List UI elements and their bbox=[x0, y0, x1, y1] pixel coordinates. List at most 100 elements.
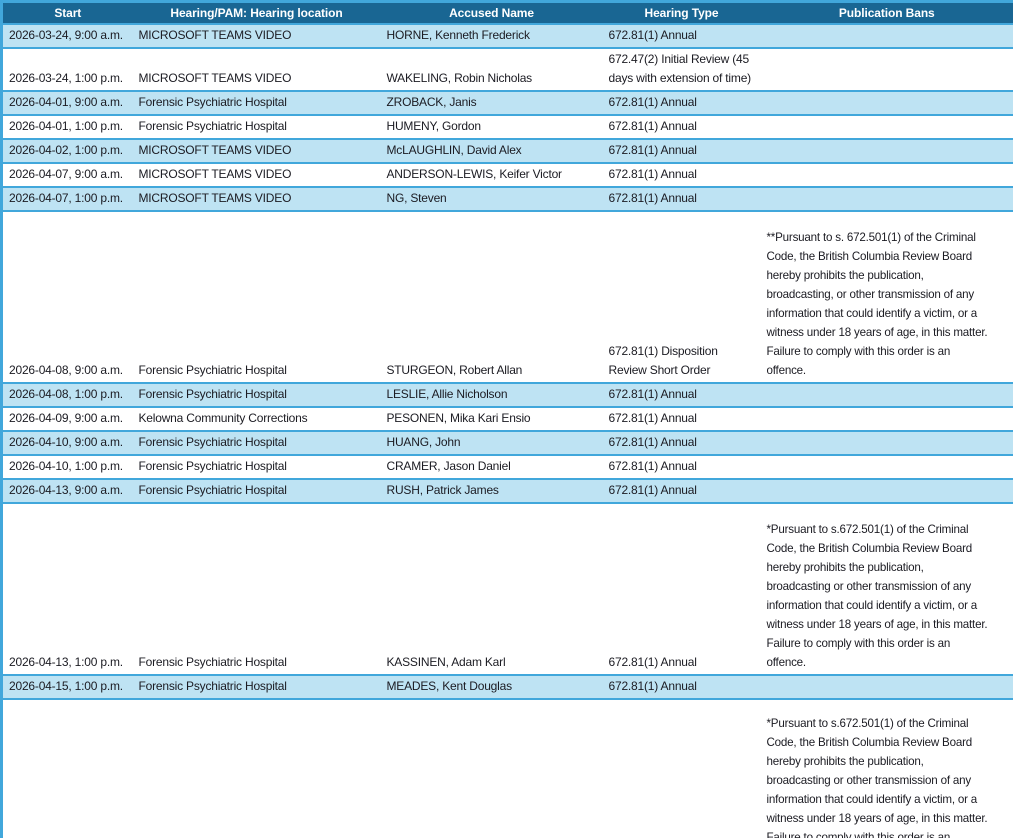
cell-accused-name: HUMENY, Gordon bbox=[381, 115, 603, 139]
header-row: Start Hearing/PAM: Hearing location Accu… bbox=[2, 2, 1013, 25]
cell-hearing-type: 672.81(1) Annual bbox=[603, 187, 761, 211]
cell-hearing-location: Forensic Psychiatric Hospital bbox=[133, 91, 381, 115]
cell-accused-name: MEADES, Kent Douglas bbox=[381, 675, 603, 699]
cell-start: 2026-04-13, 9:00 a.m. bbox=[2, 479, 133, 503]
cell-accused-name: STURGEON, Robert Allan bbox=[381, 211, 603, 383]
table-body: 2026-03-24, 9:00 a.m.MICROSOFT TEAMS VID… bbox=[2, 24, 1013, 838]
cell-start: 2026-03-24, 1:00 p.m. bbox=[2, 48, 133, 91]
cell-publication-ban: *Pursuant to s.672.501(1) of the Crimina… bbox=[761, 699, 1013, 838]
cell-accused-name: WAKELING, Robin Nicholas bbox=[381, 48, 603, 91]
cell-hearing-type: 672.81(1) Disposition Review Short Order bbox=[603, 211, 761, 383]
cell-hearing-type: 672.81(1) Annual bbox=[603, 24, 761, 48]
table-row: 2026-04-02, 1:00 p.m.MICROSOFT TEAMS VID… bbox=[2, 139, 1013, 163]
table-row: 2026-04-09, 9:00 a.m.Kelowna Community C… bbox=[2, 407, 1013, 431]
cell-hearing-location: Kelowna Community Corrections bbox=[133, 407, 381, 431]
table-row: 2026-04-16, 9:00 a.m.Forensic Psychiatri… bbox=[2, 699, 1013, 838]
cell-hearing-location: Forensic Psychiatric Hospital bbox=[133, 115, 381, 139]
cell-accused-name: PESONEN, Mika Kari Ensio bbox=[381, 407, 603, 431]
cell-start: 2026-04-16, 9:00 a.m. bbox=[2, 699, 133, 838]
column-header-start: Start bbox=[2, 2, 133, 25]
cell-start: 2026-04-08, 9:00 a.m. bbox=[2, 211, 133, 383]
cell-hearing-location: Forensic Psychiatric Hospital bbox=[133, 383, 381, 407]
cell-start: 2026-04-01, 1:00 p.m. bbox=[2, 115, 133, 139]
cell-publication-ban bbox=[761, 91, 1013, 115]
cell-hearing-location: MICROSOFT TEAMS VIDEO bbox=[133, 163, 381, 187]
cell-hearing-type: 672.81(1) Annual bbox=[603, 163, 761, 187]
table-header: Start Hearing/PAM: Hearing location Accu… bbox=[2, 2, 1013, 25]
cell-start: 2026-04-10, 9:00 a.m. bbox=[2, 431, 133, 455]
cell-accused-name: ANDERSON-LEWIS, Keifer Victor bbox=[381, 163, 603, 187]
table-row: 2026-04-08, 9:00 a.m.Forensic Psychiatri… bbox=[2, 211, 1013, 383]
cell-publication-ban bbox=[761, 407, 1013, 431]
cell-start: 2026-04-10, 1:00 p.m. bbox=[2, 455, 133, 479]
cell-publication-ban bbox=[761, 383, 1013, 407]
cell-publication-ban bbox=[761, 455, 1013, 479]
cell-hearing-type: 672.81(1) Annual bbox=[603, 479, 761, 503]
cell-hearing-location: MICROSOFT TEAMS VIDEO bbox=[133, 24, 381, 48]
cell-start: 2026-04-13, 1:00 p.m. bbox=[2, 503, 133, 675]
cell-hearing-location: Forensic Psychiatric Hospital bbox=[133, 699, 381, 838]
cell-start: 2026-03-24, 9:00 a.m. bbox=[2, 24, 133, 48]
cell-publication-ban bbox=[761, 675, 1013, 699]
table-row: 2026-04-10, 9:00 a.m.Forensic Psychiatri… bbox=[2, 431, 1013, 455]
cell-publication-ban bbox=[761, 24, 1013, 48]
cell-hearing-type: 672.81(1) Annual bbox=[603, 139, 761, 163]
table-row: 2026-04-07, 9:00 a.m.MICROSOFT TEAMS VID… bbox=[2, 163, 1013, 187]
column-header-hearing-type: Hearing Type bbox=[603, 2, 761, 25]
cell-hearing-type: 672.81(1) Annual bbox=[603, 115, 761, 139]
cell-hearing-type: 672.81(1) Annual bbox=[603, 675, 761, 699]
cell-hearing-type: 672.81(1) Annual bbox=[603, 503, 761, 675]
cell-accused-name: KASSINEN, Adam Karl bbox=[381, 503, 603, 675]
cell-accused-name: McLAUGHLIN, David Alex bbox=[381, 139, 603, 163]
cell-hearing-location: Forensic Psychiatric Hospital bbox=[133, 211, 381, 383]
cell-accused-name: HORNE, Kenneth Frederick bbox=[381, 24, 603, 48]
cell-hearing-type: 672.81(1) Annual bbox=[603, 431, 761, 455]
cell-accused-name: NG, Steven bbox=[381, 187, 603, 211]
cell-start: 2026-04-09, 9:00 a.m. bbox=[2, 407, 133, 431]
cell-hearing-location: Forensic Psychiatric Hospital bbox=[133, 675, 381, 699]
column-header-publication-bans: Publication Bans bbox=[761, 2, 1013, 25]
table-row: 2026-04-01, 9:00 a.m.Forensic Psychiatri… bbox=[2, 91, 1013, 115]
cell-publication-ban bbox=[761, 139, 1013, 163]
cell-start: 2026-04-02, 1:00 p.m. bbox=[2, 139, 133, 163]
cell-publication-ban bbox=[761, 479, 1013, 503]
column-header-accused-name: Accused Name bbox=[381, 2, 603, 25]
table-row: 2026-04-15, 1:00 p.m.Forensic Psychiatri… bbox=[2, 675, 1013, 699]
cell-accused-name: HUANG, John bbox=[381, 431, 603, 455]
cell-accused-name: CRAMER, Jason Daniel bbox=[381, 455, 603, 479]
cell-start: 2026-04-01, 9:00 a.m. bbox=[2, 91, 133, 115]
cell-publication-ban: *Pursuant to s.672.501(1) of the Crimina… bbox=[761, 503, 1013, 675]
table-row: 2026-04-13, 9:00 a.m.Forensic Psychiatri… bbox=[2, 479, 1013, 503]
cell-accused-name: ADAMS, Walter Dale bbox=[381, 699, 603, 838]
cell-publication-ban bbox=[761, 115, 1013, 139]
cell-start: 2026-04-07, 9:00 a.m. bbox=[2, 163, 133, 187]
cell-hearing-location: MICROSOFT TEAMS VIDEO bbox=[133, 139, 381, 163]
cell-publication-ban bbox=[761, 48, 1013, 91]
cell-hearing-type: 672.81(1) Annual bbox=[603, 455, 761, 479]
cell-hearing-type: 672.81(1) Annual bbox=[603, 383, 761, 407]
cell-hearing-location: MICROSOFT TEAMS VIDEO bbox=[133, 187, 381, 211]
cell-hearing-type: 672.81(1) Annual bbox=[603, 699, 761, 838]
table-row: 2026-04-08, 1:00 p.m.Forensic Psychiatri… bbox=[2, 383, 1013, 407]
cell-hearing-location: MICROSOFT TEAMS VIDEO bbox=[133, 48, 381, 91]
cell-hearing-location: Forensic Psychiatric Hospital bbox=[133, 479, 381, 503]
cell-accused-name: RUSH, Patrick James bbox=[381, 479, 603, 503]
hearings-table: Start Hearing/PAM: Hearing location Accu… bbox=[0, 0, 1013, 838]
cell-start: 2026-04-08, 1:00 p.m. bbox=[2, 383, 133, 407]
cell-accused-name: ZROBACK, Janis bbox=[381, 91, 603, 115]
table-row: 2026-04-13, 1:00 p.m.Forensic Psychiatri… bbox=[2, 503, 1013, 675]
cell-publication-ban bbox=[761, 163, 1013, 187]
table-row: 2026-03-24, 9:00 a.m.MICROSOFT TEAMS VID… bbox=[2, 24, 1013, 48]
cell-publication-ban bbox=[761, 431, 1013, 455]
table-row: 2026-04-07, 1:00 p.m.MICROSOFT TEAMS VID… bbox=[2, 187, 1013, 211]
cell-hearing-type: 672.47(2) Initial Review (45 days with e… bbox=[603, 48, 761, 91]
table-row: 2026-03-24, 1:00 p.m.MICROSOFT TEAMS VID… bbox=[2, 48, 1013, 91]
cell-publication-ban: **Pursuant to s. 672.501(1) of the Crimi… bbox=[761, 211, 1013, 383]
cell-publication-ban bbox=[761, 187, 1013, 211]
cell-hearing-type: 672.81(1) Annual bbox=[603, 407, 761, 431]
cell-hearing-location: Forensic Psychiatric Hospital bbox=[133, 455, 381, 479]
table-row: 2026-04-01, 1:00 p.m.Forensic Psychiatri… bbox=[2, 115, 1013, 139]
column-header-hearing-location: Hearing/PAM: Hearing location bbox=[133, 2, 381, 25]
table-row: 2026-04-10, 1:00 p.m.Forensic Psychiatri… bbox=[2, 455, 1013, 479]
cell-hearing-location: Forensic Psychiatric Hospital bbox=[133, 503, 381, 675]
